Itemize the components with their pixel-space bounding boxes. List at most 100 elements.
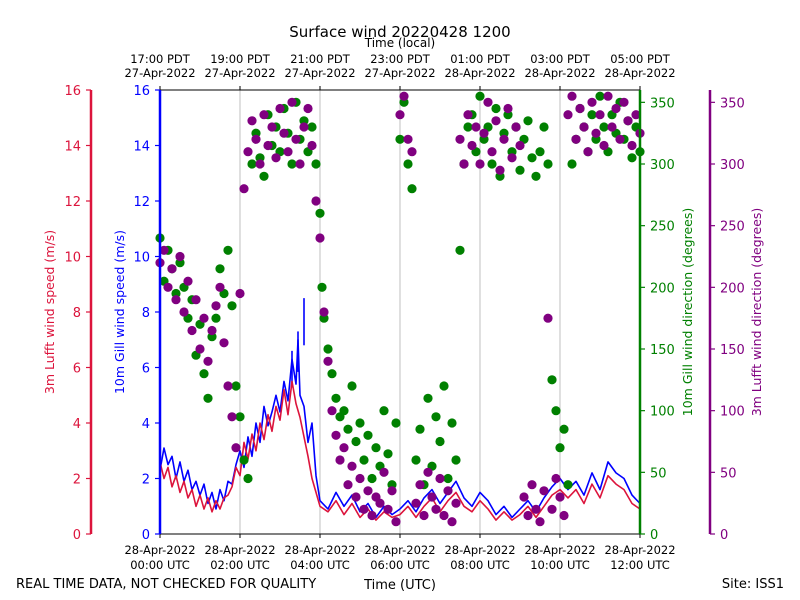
3m-lufft-wind-direction-point (283, 147, 293, 157)
3m-lufft-wind-direction-point (347, 461, 357, 471)
3m-lufft-wind-direction-point (435, 473, 445, 484)
3m-lufft-wind-direction-point (375, 498, 385, 508)
top-tick-label-date: 27-Apr-2022 (204, 66, 275, 80)
10m-gill-wind-direction-point (515, 165, 525, 175)
3m-lufft-wind-direction-point (483, 97, 493, 107)
outer-left-axis-label: 3m Lufft wind speed (m/s) (42, 230, 57, 394)
3m-lufft-wind-direction-point (527, 480, 537, 490)
inner-right-tick-label: 100 (650, 405, 675, 420)
inner-right-tick-label: 0 (650, 528, 658, 543)
10m-gill-wind-direction-point (395, 134, 405, 144)
3m-lufft-wind-direction-point (507, 153, 517, 163)
10m-gill-wind-direction-point (343, 424, 353, 434)
10m-gill-wind-direction-point (347, 381, 357, 391)
3m-lufft-wind-direction-point (407, 147, 417, 157)
3m-lufft-wind-direction-point (575, 103, 585, 114)
chart-title: Surface wind 20220428 1200 (289, 23, 510, 41)
10m-gill-wind-direction-point (407, 184, 417, 194)
10m-gill-wind-direction-point (235, 412, 245, 422)
3m-lufft-wind-direction-point (599, 140, 609, 151)
3m-lufft-wind-direction-point (351, 492, 361, 502)
10m-gill-wind-direction-point (199, 369, 209, 379)
10m-gill-wind-direction-point (431, 412, 441, 422)
10m-gill-wind-direction-point (531, 171, 541, 181)
3m-lufft-wind-direction-point (627, 140, 637, 151)
x-tick-label-date: 28-Apr-2022 (124, 543, 195, 557)
3m-lufft-wind-direction-point (263, 140, 273, 151)
10m-gill-wind-direction-point (307, 122, 317, 132)
3m-lufft-wind-direction-point (363, 486, 373, 496)
x-tick-label-time: 02:00 UTC (210, 558, 270, 572)
outer-right-tick-label: 100 (720, 405, 745, 420)
10m-gill-wind-direction-point (243, 473, 253, 484)
top-tick-label-date: 28-Apr-2022 (524, 66, 595, 80)
x-tick-label-date: 28-Apr-2022 (604, 543, 675, 557)
10m-gill-wind-direction-point (355, 418, 365, 428)
3m-lufft-wind-direction-point (511, 122, 521, 132)
3m-lufft-wind-direction-point (323, 356, 333, 366)
3m-lufft-wind-direction-point (439, 510, 449, 521)
outer-left-tick-label: 0 (73, 528, 81, 543)
outer-right-tick-label: 0 (720, 528, 728, 543)
3m-lufft-wind-direction-point (295, 159, 305, 169)
10m-gill-wind-direction-point (559, 424, 569, 434)
series-layer (155, 91, 645, 527)
3m-lufft-wind-direction-point (187, 325, 197, 336)
top-tick-label-date: 28-Apr-2022 (444, 66, 515, 80)
3m-lufft-wind-direction-point (443, 486, 453, 496)
outer-left-tick-label: 14 (64, 140, 81, 155)
10m-gill-wind-direction-point (247, 159, 257, 169)
inner-left-axis-label: 10m Gill wind speed (m/s) (112, 230, 127, 394)
x-tick-label-date: 28-Apr-2022 (284, 543, 355, 557)
footer-site: Site: ISS1 (722, 577, 784, 592)
x-tick-label-time: 04:00 UTC (290, 558, 350, 572)
10m-gill-wind-direction-point (223, 245, 233, 255)
outer-right-tick-label: 250 (720, 220, 745, 235)
3m-lufft-wind-direction-point (623, 116, 633, 126)
3m-lufft-wind-direction-point (231, 443, 241, 453)
3m-lufft-wind-direction-point (523, 510, 533, 521)
3m-lufft-wind-direction-point (475, 159, 485, 169)
3m-lufft-wind-direction-point (495, 165, 505, 175)
3m-lufft-wind-direction-point (175, 251, 185, 262)
10m-gill-wind-direction-point (439, 381, 449, 391)
outer-left-tick-label: 16 (64, 84, 81, 99)
top-tick-label-time: 19:00 PDT (210, 52, 271, 66)
10m-gill-wind-direction-point (351, 436, 361, 447)
3m-lufft-wind-direction-point (411, 498, 421, 508)
x-tick-label-time: 08:00 UTC (450, 558, 510, 572)
top-axis-label: Time (local) (364, 36, 436, 50)
inner-left-tick-label: 16 (133, 84, 150, 99)
10m-gill-wind-direction-point (535, 147, 545, 157)
inner-left-tick-label: 0 (142, 528, 150, 543)
inner-right-tick-label: 50 (650, 466, 667, 481)
10m-gill-wind-direction-point (443, 473, 453, 484)
top-tick-label-date: 27-Apr-2022 (284, 66, 355, 80)
3m-lufft-wind-direction-point (419, 510, 429, 521)
10m-gill-wind-direction-point (415, 424, 425, 434)
3m-lufft-wind-direction-point (387, 486, 397, 496)
3m-lufft-wind-direction-point (395, 110, 405, 120)
10m-gill-wind-direction-point (523, 116, 533, 126)
10m-gill-wind-direction-point (451, 455, 461, 465)
10m-gill-wind-direction-point (563, 480, 573, 490)
3m-lufft-wind-direction-point (499, 134, 509, 144)
3m-lufft-wind-direction-point (471, 122, 481, 132)
3m-lufft-wind-direction-point (603, 91, 613, 101)
inner-left-tick-label: 10 (133, 251, 150, 266)
3m-lufft-wind-direction-point (631, 110, 641, 120)
3m-lufft-wind-direction-point (251, 134, 261, 144)
3m-lufft-wind-direction-point (451, 498, 461, 508)
3m-lufft-wind-direction-point (619, 97, 629, 107)
footer-quality-note: REAL TIME DATA, NOT CHECKED FOR QUALITY (16, 577, 316, 592)
outer-right-tick-label: 150 (720, 343, 745, 358)
3m-lufft-wind-direction-point (335, 455, 345, 465)
10m-gill-wind-direction-point (227, 301, 237, 311)
3m-lufft-wind-direction-point (183, 276, 193, 286)
10m-gill-wind-speed-line (159, 339, 641, 519)
3m-lufft-wind-direction-point (223, 381, 233, 391)
inner-right-tick-label: 150 (650, 343, 675, 358)
3m-lufft-wind-direction-point (503, 103, 513, 114)
3m-lufft-wind-direction-point (167, 264, 177, 274)
3m-lufft-wind-direction-point (583, 147, 593, 157)
